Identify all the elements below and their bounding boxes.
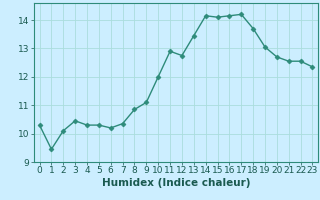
X-axis label: Humidex (Indice chaleur): Humidex (Indice chaleur)	[102, 178, 250, 188]
